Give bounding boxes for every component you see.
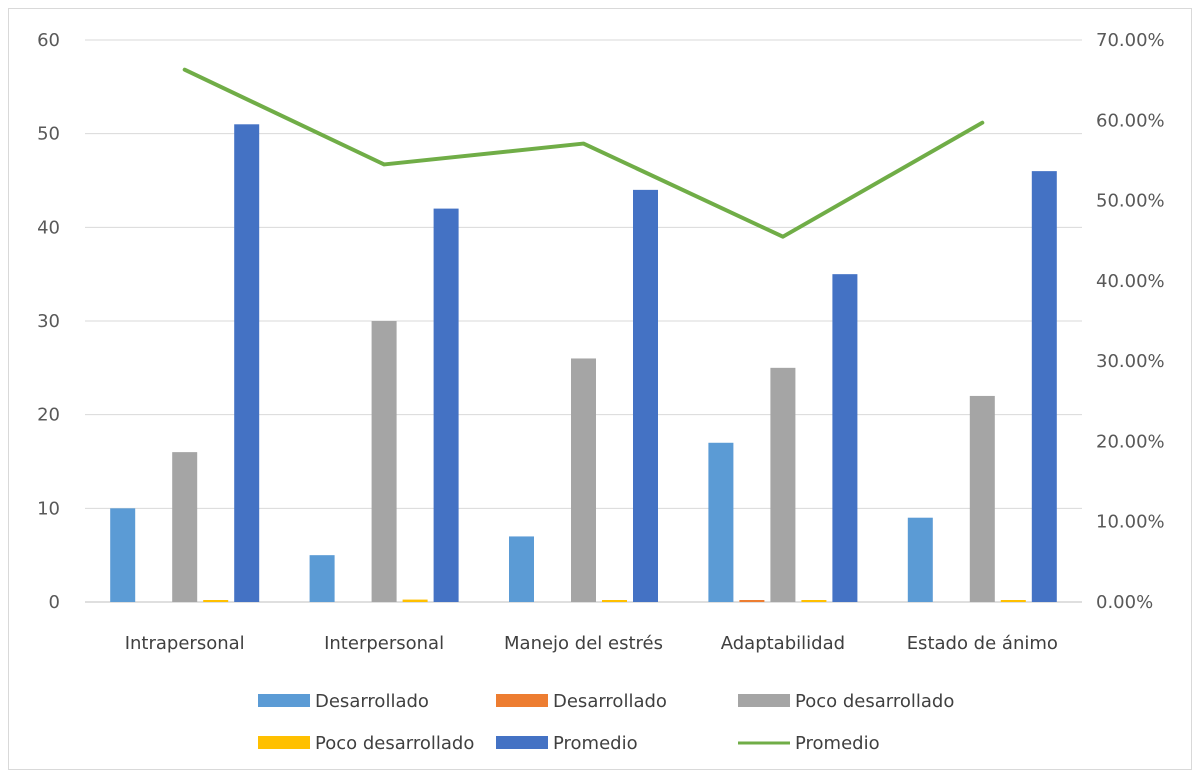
bar [602,600,627,602]
bar [203,600,229,602]
y-right-tick-label: 40.00% [1096,271,1165,292]
y-right-tick-label: 50.00% [1096,191,1165,212]
y-axis-left: 0 10 20 30 40 50 60 [37,30,60,613]
x-tick-label: Estado de ánimo [907,633,1058,654]
legend-swatch [496,736,548,749]
legend-label: Poco desarrollado [795,691,954,712]
bar [1031,171,1057,602]
y-left-tick-label: 10 [37,498,60,519]
x-tick-label: Manejo del estrés [504,633,663,654]
bar [110,508,136,602]
legend-label: Promedio [553,733,638,754]
y-axis-right: 0.00% 10.00% 20.00% 30.00% 40.00% 50.00% 60.00… [1096,30,1165,613]
legend-swatch [258,694,310,707]
chart-frame [8,8,1192,770]
legend-swatch [738,694,790,707]
bar [708,442,734,602]
bar [969,395,995,602]
bar [770,367,796,602]
y-left-tick-label: 40 [37,217,60,238]
x-tick-label: Interpersonal [324,633,444,654]
bar [402,599,428,602]
bar [172,452,198,602]
bar [234,124,260,603]
bar [832,274,858,602]
y-right-tick-label: 30.00% [1096,351,1165,372]
x-axis: Intrapersonal Interpersonal Manejo del est… [125,633,1058,654]
bar [1000,600,1026,602]
bar [801,600,827,602]
y-right-tick-label: 60.00% [1096,110,1165,131]
bar [633,189,658,602]
bar [433,208,459,602]
promedio-line [182,67,985,239]
legend-swatch [258,736,310,749]
y-right-tick-label: 10.00% [1096,512,1165,533]
legend-swatch [496,694,548,707]
bar [739,600,765,602]
legend-label: Desarrollado [315,691,429,712]
bar [309,555,335,602]
bar [509,536,534,602]
y-right-tick-label: 0.00% [1096,592,1153,613]
y-left-tick-label: 60 [37,30,60,51]
x-tick-label: Adaptabilidad [721,633,845,654]
bar [371,321,397,602]
y-right-tick-label: 70.00% [1096,30,1165,51]
legend-label: Desarrollado [553,691,667,712]
bar [571,358,596,602]
legend: Desarrollado Desarrollado Poco desarrollad… [258,691,954,754]
legend-label: Promedio [795,733,880,754]
y-left-tick-label: 30 [37,311,60,332]
legend-label: Poco desarrollado [315,733,474,754]
y-left-tick-label: 20 [37,405,60,426]
y-left-tick-label: 50 [37,124,60,145]
y-right-tick-label: 20.00% [1096,431,1165,452]
y-left-tick-label: 0 [49,592,60,613]
bar [907,517,933,602]
x-tick-label: Intrapersonal [125,633,245,654]
bars [110,124,1057,603]
promedio-line-layer [182,67,985,239]
